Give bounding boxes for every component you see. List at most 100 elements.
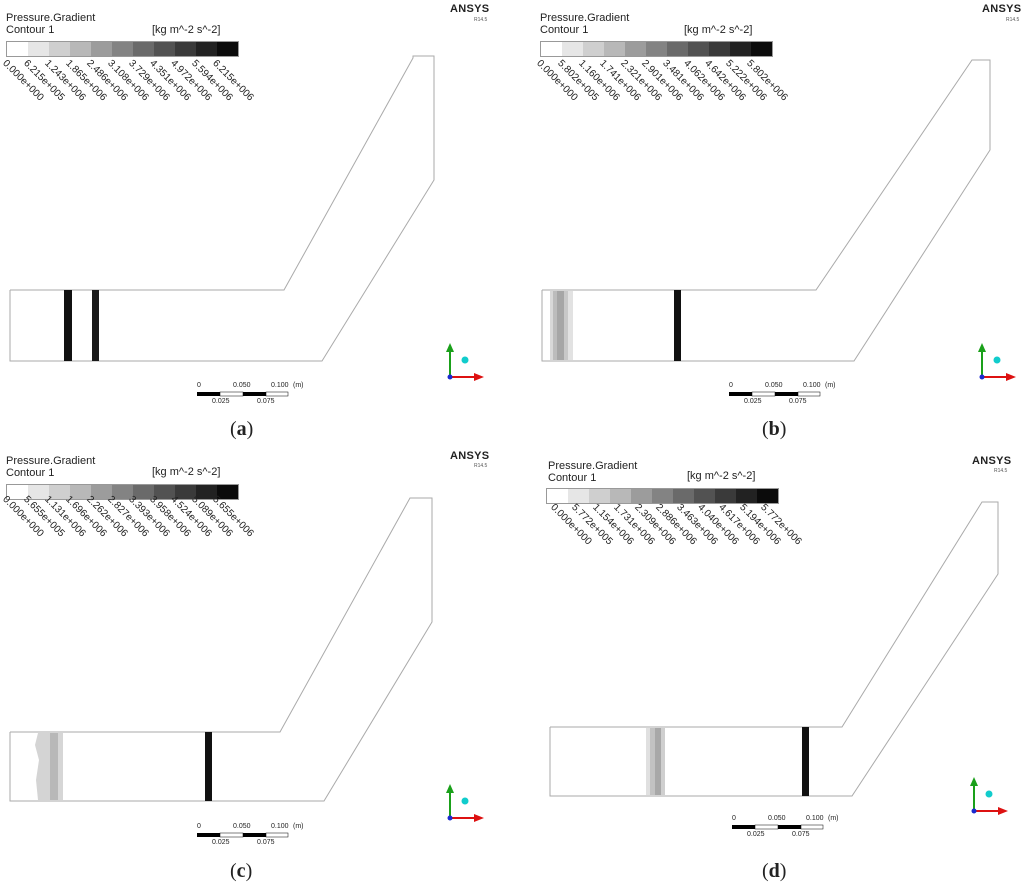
scale-label: 0.050 [765, 382, 783, 389]
colorbar-swatch [694, 489, 715, 503]
variable-name: Pressure.Gradient [540, 12, 630, 24]
scale-label: (m) [828, 815, 839, 822]
scale-label: 0.075 [257, 839, 275, 846]
axis-triad-icon [446, 784, 484, 822]
contour-name: Contour 1 [548, 472, 597, 484]
scale-label: 0 [197, 382, 201, 389]
pressure-band [802, 727, 809, 796]
variable-name: Pressure.Gradient [6, 455, 96, 467]
pressure-band [553, 291, 557, 360]
colorbar-swatch [568, 489, 589, 503]
domain-outline [541, 59, 991, 362]
axis-triad-icon [446, 343, 484, 381]
colorbar-swatch [28, 485, 49, 499]
colorbar-swatch [49, 42, 70, 56]
pressure-band [550, 291, 553, 360]
panel-c: Pressure.Gradient Contour 1 [kg m^-2 s^-… [0, 450, 500, 894]
unit-label: [kg m^-2 s^-2] [152, 24, 221, 36]
panel-caption: (a) [230, 418, 254, 440]
pressure-band [557, 291, 564, 360]
ansys-logo: ANSYS [982, 3, 1022, 15]
colorbar-swatch [631, 489, 652, 503]
panel-caption: (b) [762, 418, 787, 440]
scale-label: 0.075 [792, 831, 810, 838]
scale-label: 0 [732, 815, 736, 822]
colorbar-swatch [112, 42, 133, 56]
domain-outline [9, 55, 435, 362]
colorbar [546, 488, 779, 504]
scale-bar [197, 391, 289, 397]
scale-label: 0.050 [233, 382, 251, 389]
domain-outline [549, 501, 999, 797]
contour-name: Contour 1 [540, 24, 589, 36]
axis-triad-icon [978, 343, 1016, 381]
domain-outline [9, 497, 433, 802]
unit-label: [kg m^-2 s^-2] [687, 470, 756, 482]
colorbar-swatch [217, 42, 238, 56]
geometry-view [541, 59, 1016, 397]
variable-name: Pressure.Gradient [548, 460, 638, 472]
axis-triad-icon [970, 777, 1008, 815]
colorbar-swatch [541, 42, 562, 56]
pressure-band [64, 290, 72, 361]
colorbar-swatch [673, 489, 694, 503]
pressure-band [655, 728, 661, 795]
colorbar-swatch [625, 42, 646, 56]
contour-name: Contour 1 [6, 467, 55, 479]
geometry-view [9, 55, 484, 397]
pressure-band [568, 291, 573, 360]
plot-title: Pressure.Gradient Contour 1 [548, 460, 637, 484]
colorbar-swatch [28, 42, 49, 56]
colorbar-swatch [667, 42, 688, 56]
scale-bar [732, 824, 824, 830]
colorbar-swatch [736, 489, 757, 503]
panel-caption: (c) [230, 860, 253, 882]
panel-d: Pressure.Gradient Contour 1 [kg m^-2 s^-… [532, 450, 1024, 894]
colorbar-swatch [175, 485, 196, 499]
scale-label: (m) [293, 382, 304, 389]
pressure-band [92, 290, 99, 361]
colorbar-swatch [757, 489, 778, 503]
colorbar-swatch [175, 42, 196, 56]
panel-caption: (d) [762, 860, 787, 882]
ansys-logo: ANSYS [972, 455, 1012, 467]
ansys-logo: ANSYS [450, 3, 490, 15]
pressure-band [205, 732, 212, 801]
pressure-band [646, 728, 650, 795]
pressure-band [35, 733, 50, 800]
colorbar-swatch [646, 42, 667, 56]
colorbar-swatch [715, 489, 736, 503]
contour-name: Contour 1 [6, 24, 55, 36]
scale-label: 0.025 [212, 398, 230, 405]
scale-label: 0 [729, 382, 733, 389]
scale-label: 0.100 [806, 815, 824, 822]
colorbar-swatch [196, 485, 217, 499]
scale-label: 0 [197, 823, 201, 830]
pressure-band [564, 291, 568, 360]
colorbar-swatch [688, 42, 709, 56]
scale-label: 0.025 [747, 831, 765, 838]
geometry-view [9, 497, 484, 838]
release-label: R14.5 [994, 468, 1008, 474]
panel-b: Pressure.Gradient Contour 1 [kg m^-2 s^-… [532, 0, 1024, 444]
scale-label: (m) [293, 823, 304, 830]
scale-bar [197, 832, 289, 838]
colorbar-swatch [589, 489, 610, 503]
colorbar-swatch [49, 485, 70, 499]
pressure-band [50, 733, 58, 800]
scale-label: 0.025 [212, 839, 230, 846]
geometry-view [549, 501, 1008, 830]
release-label: R14.5 [474, 463, 488, 469]
colorbar-swatch [583, 42, 604, 56]
scale-label: 0.075 [257, 398, 275, 405]
unit-label: [kg m^-2 s^-2] [684, 24, 753, 36]
panel-a: Pressure.Gradient Contour 1 [kg m^-2 s^-… [0, 0, 500, 444]
colorbar-swatch [709, 42, 730, 56]
colorbar-swatch [112, 485, 133, 499]
colorbar-swatch [547, 489, 568, 503]
colorbar-swatch [610, 489, 631, 503]
colorbar-swatch [133, 42, 154, 56]
pressure-band [661, 728, 665, 795]
colorbar-swatch [91, 485, 112, 499]
scale-label: 0.100 [803, 382, 821, 389]
